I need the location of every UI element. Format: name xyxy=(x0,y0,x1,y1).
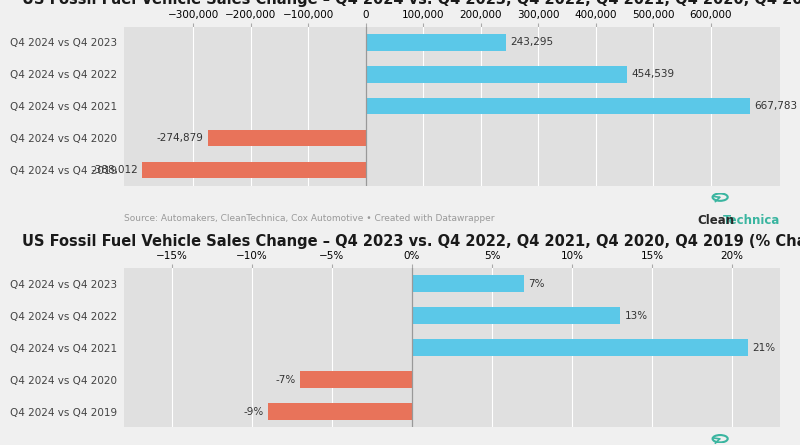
Bar xyxy=(366,34,506,51)
Text: -7%: -7% xyxy=(275,375,295,384)
Bar xyxy=(300,372,412,388)
Text: 454,539: 454,539 xyxy=(632,69,675,79)
Bar xyxy=(207,130,366,146)
Text: US Fossil Fuel Vehicle Sales Change – Q4 2024 vs. Q4 2023, Q4 2022, Q4 2021, Q4 : US Fossil Fuel Vehicle Sales Change – Q4… xyxy=(22,0,800,8)
Text: -388,012: -388,012 xyxy=(91,165,138,175)
Bar xyxy=(412,307,620,324)
Text: -9%: -9% xyxy=(243,407,263,417)
Text: US Fossil Fuel Vehicle Sales Change – Q4 2023 vs. Q4 2022, Q4 2021, Q4 2020, Q4 : US Fossil Fuel Vehicle Sales Change – Q4… xyxy=(22,234,800,249)
Text: 243,295: 243,295 xyxy=(510,37,554,47)
Bar xyxy=(268,403,412,420)
Text: 21%: 21% xyxy=(753,343,776,353)
Bar xyxy=(142,162,366,178)
Text: Source: Automakers, CleanTechnica, Cox Automotive • Created with Datawrapper: Source: Automakers, CleanTechnica, Cox A… xyxy=(124,214,494,223)
Text: Technica: Technica xyxy=(722,214,780,227)
Bar xyxy=(366,66,627,82)
Text: 7%: 7% xyxy=(529,279,545,289)
Bar xyxy=(412,340,748,356)
Text: 13%: 13% xyxy=(625,311,648,321)
Text: 667,783: 667,783 xyxy=(754,101,798,111)
Bar xyxy=(366,98,750,114)
Text: -274,879: -274,879 xyxy=(156,133,203,143)
Bar xyxy=(412,275,524,292)
Text: Clean: Clean xyxy=(697,214,734,227)
